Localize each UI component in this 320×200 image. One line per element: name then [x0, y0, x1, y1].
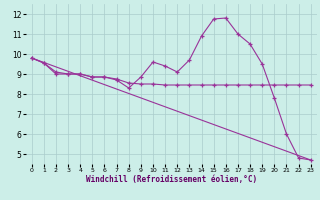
X-axis label: Windchill (Refroidissement éolien,°C): Windchill (Refroidissement éolien,°C)	[86, 175, 257, 184]
